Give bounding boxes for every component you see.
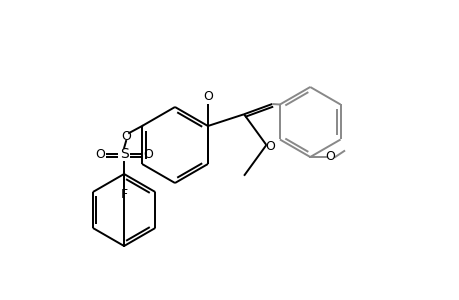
Text: O: O [265, 140, 275, 154]
Text: O: O [121, 130, 131, 142]
Text: O: O [202, 89, 213, 103]
Text: O: O [325, 151, 335, 164]
Text: O: O [95, 148, 105, 160]
Text: O: O [143, 148, 153, 160]
Text: S: S [119, 147, 128, 161]
Text: F: F [120, 188, 128, 200]
